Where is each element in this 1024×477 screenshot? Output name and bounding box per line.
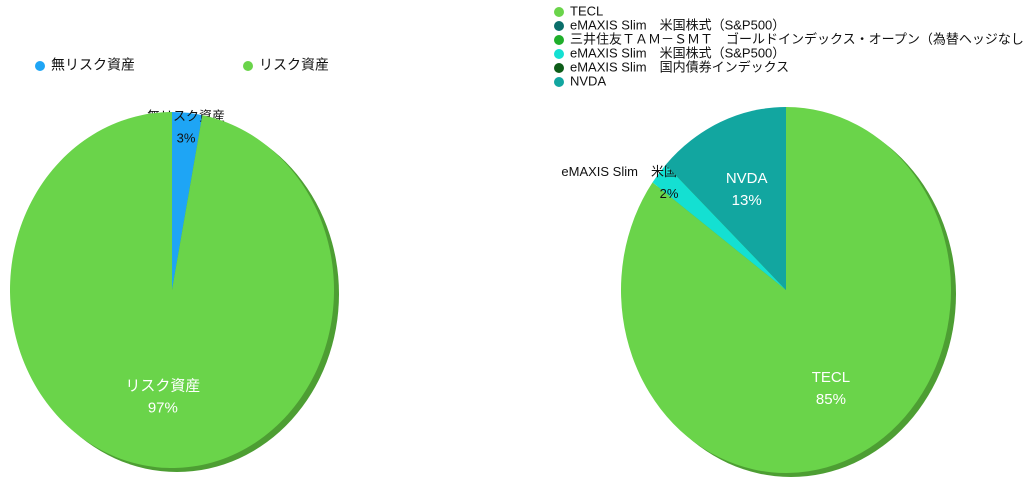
legend-label: eMAXIS Slim 国内債券インデックス bbox=[570, 59, 789, 74]
legend-label: 無リスク資産 bbox=[51, 57, 135, 73]
pie-slice bbox=[665, 107, 786, 290]
slice-name: TECL bbox=[812, 369, 850, 386]
legend-marker bbox=[554, 7, 564, 17]
slice-name: リスク資産 bbox=[125, 377, 200, 394]
legend-label: リスク資産 bbox=[259, 57, 329, 73]
legend-marker bbox=[554, 77, 564, 87]
slice-value: 3% bbox=[177, 130, 196, 145]
legend-label: eMAXIS Slim 米国株式（S&P500） bbox=[570, 45, 785, 60]
legend-marker bbox=[554, 63, 564, 73]
slice-name: NVDA bbox=[726, 170, 768, 187]
legend-label: NVDA bbox=[570, 73, 606, 88]
legend-marker bbox=[243, 61, 253, 71]
legend-marker bbox=[554, 49, 564, 59]
legend-label: TECL bbox=[570, 3, 603, 18]
slice-value: 85% bbox=[816, 391, 846, 408]
legend-label: 三井住友ＴＡＭ－ＳＭＴ ゴールドインデックス・オープン（為替ヘッジなし） bbox=[570, 31, 1024, 46]
legend-label: eMAXIS Slim 米国株式（S&P500） bbox=[570, 17, 785, 32]
pie-slice bbox=[10, 112, 335, 468]
slice-value: 97% bbox=[148, 399, 178, 416]
legend-marker bbox=[554, 35, 564, 45]
slice-value: 2% bbox=[660, 186, 679, 201]
legend-marker bbox=[35, 61, 45, 71]
pie-slice bbox=[652, 164, 786, 290]
slice-value: 13% bbox=[732, 192, 762, 209]
legend-marker bbox=[554, 21, 564, 31]
pie-slice bbox=[172, 112, 203, 290]
